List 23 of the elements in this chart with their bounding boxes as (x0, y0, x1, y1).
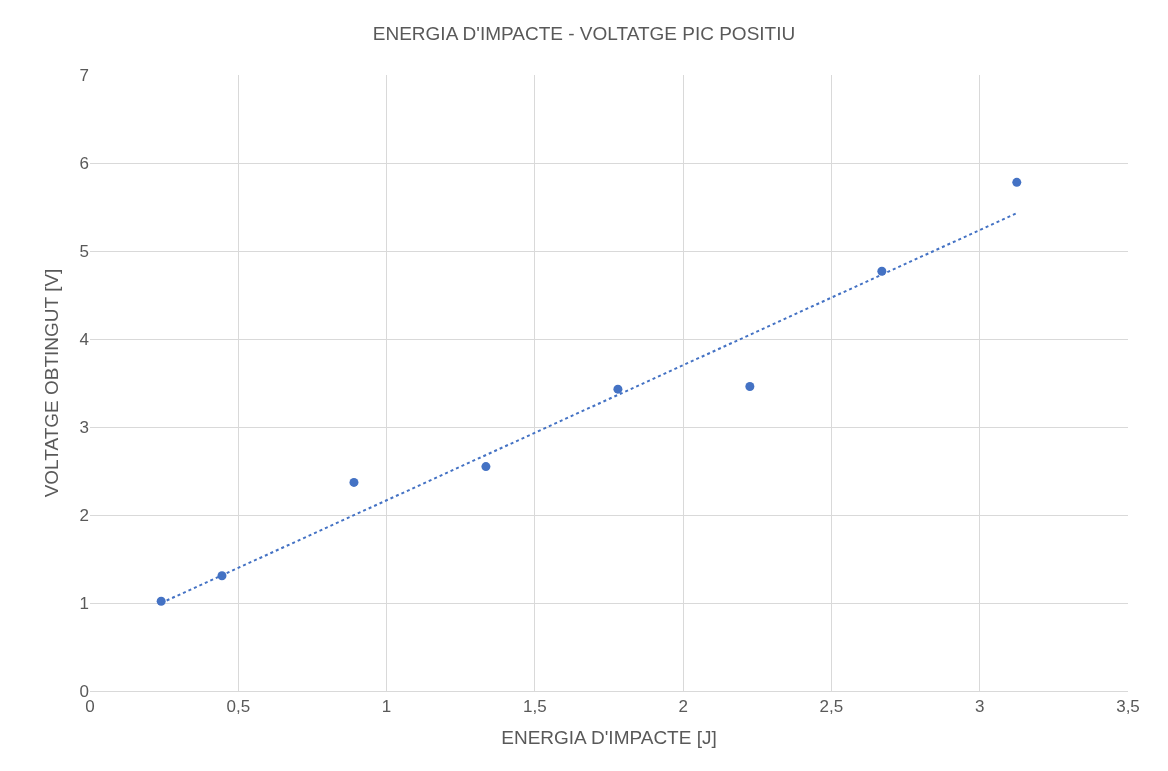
chart-title: ENERGIA D'IMPACTE - VOLTATGE PIC POSITIU (372, 23, 796, 45)
x-tick-label: 1,5 (523, 697, 547, 717)
x-tick-label: 1 (381, 697, 392, 717)
x-tick-label: 3 (974, 697, 985, 717)
point (1012, 177, 1022, 187)
point (745, 382, 755, 392)
y-tick-label: 3 (79, 417, 89, 437)
y-tick-label: 1 (79, 593, 89, 613)
point (613, 384, 623, 394)
y-tick-label: 2 (79, 505, 89, 525)
y-axis-title: VOLTATGE OBTINGUT [V] (41, 268, 63, 498)
y-tick-label: 4 (79, 329, 89, 349)
x-tick-label: 2,5 (819, 697, 844, 717)
x-tick-label: 2 (678, 697, 688, 717)
x-axis-title: ENERGIA D'IMPACTE [J] (501, 727, 717, 749)
y-tick-label: 7 (79, 65, 89, 85)
y-tick-label: 0 (79, 681, 89, 701)
y-tick-label: 6 (79, 153, 89, 173)
y-tick-label: 5 (79, 241, 89, 261)
x-tick-label: 3,5 (1116, 697, 1140, 717)
point (481, 462, 491, 472)
x-tick-label: 0,5 (226, 697, 251, 717)
point (349, 477, 359, 487)
